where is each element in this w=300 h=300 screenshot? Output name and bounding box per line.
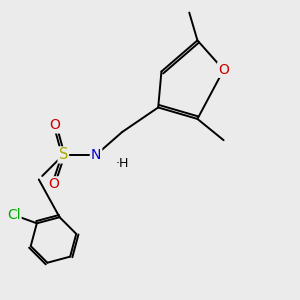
Text: S: S: [58, 147, 68, 162]
Text: N: N: [91, 148, 101, 162]
Text: Cl: Cl: [7, 208, 21, 222]
Text: ·H: ·H: [116, 157, 129, 170]
Text: O: O: [50, 118, 61, 133]
Text: O: O: [48, 177, 59, 191]
Text: O: O: [218, 63, 229, 77]
